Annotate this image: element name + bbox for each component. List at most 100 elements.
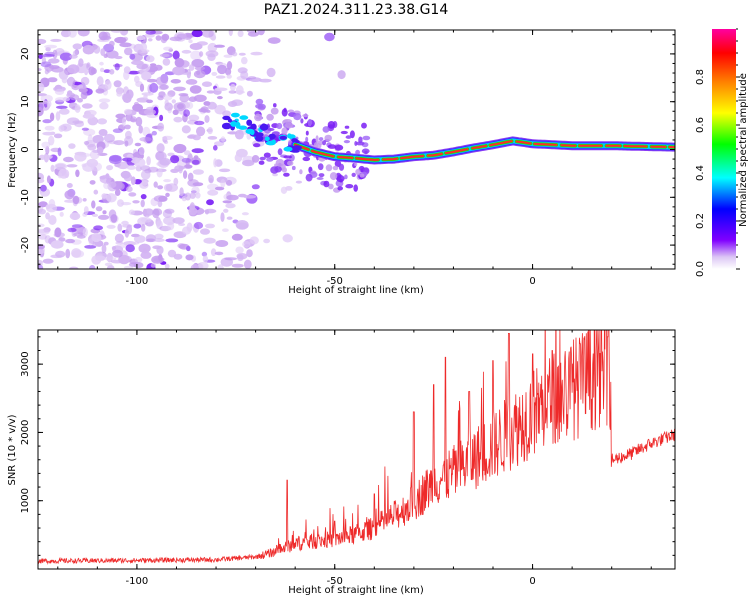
spectrogram-noise-blob xyxy=(186,245,191,252)
spectrogram-noise-blob xyxy=(98,129,108,136)
spectrogram-ridge-blob xyxy=(238,125,248,130)
spectrogram-transition-blob xyxy=(293,113,302,121)
spectrogram-transition-blob xyxy=(281,127,288,135)
spectrogram-noise-blob xyxy=(138,125,143,134)
spectrogram-noise-blob xyxy=(91,200,96,209)
spectrogram-noise-blob xyxy=(215,240,229,247)
spectrogram-noise-blob xyxy=(104,80,112,90)
spectrogram-noise-blob xyxy=(93,45,101,54)
spectrogram-noise-blob xyxy=(54,227,62,238)
spectrogram-noise-blob xyxy=(65,238,75,244)
spectrogram-noise-blob xyxy=(185,79,198,85)
spectrogram-noise-blob xyxy=(90,67,97,75)
spectrogram-transition-blob xyxy=(332,165,339,171)
x-tick-label: 0 xyxy=(529,276,535,287)
spectrogram-noise-blob xyxy=(82,198,87,202)
spectrogram-noise-blob xyxy=(246,249,253,258)
spectrogram-noise-blob xyxy=(124,47,133,56)
spectrogram-noise-blob xyxy=(104,257,117,261)
spectrogram-noise-blob xyxy=(128,262,139,267)
spectrogram-noise-blob xyxy=(113,80,122,88)
spectrogram-noise-blob xyxy=(69,94,80,101)
spectrogram-transition-blob xyxy=(281,167,287,173)
spectrogram-noise-blob xyxy=(204,208,217,214)
spectrogram-noise-blob xyxy=(193,221,204,230)
x-tick-label: -50 xyxy=(327,576,343,587)
spectrogram-ridge-blob xyxy=(239,115,249,120)
spectrogram-noise-blob xyxy=(194,66,206,71)
spectrogram-noise-blob xyxy=(48,65,60,70)
spectrogram-noise-blob xyxy=(114,63,120,71)
spectrogram-transition-blob xyxy=(323,180,330,188)
colorbar: 0.0 0.2 0.4 0.6 0.8 Normalized spectral ampl… xyxy=(695,28,749,277)
spectrogram-noise-blob xyxy=(149,82,159,93)
spectrogram-noise-blob xyxy=(176,33,188,40)
spectrogram-noise-blob xyxy=(186,222,193,232)
spectrogram-noise-blob xyxy=(235,220,249,230)
spectrogram-noise-blob xyxy=(133,223,142,229)
spectrogram-transition-blob xyxy=(317,163,324,171)
spectrogram-transition-blob xyxy=(344,174,348,180)
spectrogram-noise-blob xyxy=(234,153,243,163)
spectrogram-transition-blob xyxy=(283,172,290,177)
spectrogram-noise-blob xyxy=(42,119,52,124)
y-tick-label: 1000 xyxy=(20,488,31,513)
spectrogram-noise-blob xyxy=(68,143,76,149)
spectrogram-ridge-blob xyxy=(292,145,302,151)
spectrogram-noise-blob xyxy=(99,61,104,66)
spectrogram-noise-blob xyxy=(96,253,103,258)
spectrogram-noise-blob xyxy=(123,173,133,182)
spectrogram-noise-blob xyxy=(87,143,97,151)
x-tick-label: -100 xyxy=(126,276,149,287)
spectrogram-noise-blob xyxy=(191,30,203,38)
spectrogram-noise-blob xyxy=(106,224,116,229)
spectrogram-transition-blob xyxy=(353,184,359,192)
spectrogram-noise-blob xyxy=(98,98,111,103)
spectrogram-noise-blob xyxy=(337,70,346,80)
spectrogram-ridge-blob xyxy=(291,149,300,153)
spectrogram-transition-blob xyxy=(275,158,285,167)
spectrogram-transition-blob xyxy=(355,141,365,146)
spectrogram-noise-blob xyxy=(246,30,257,34)
spectrogram-noise-blob xyxy=(172,50,180,60)
spectrogram-noise-blob xyxy=(114,36,127,44)
spectrogram-noise-blob xyxy=(100,48,106,56)
spectrogram-noise-blob xyxy=(123,108,133,115)
spectrogram-noise-blob xyxy=(87,134,93,145)
spectrogram-noise-blob xyxy=(114,233,124,243)
spectrogram-noise-blob xyxy=(145,30,156,35)
spectrogram-transition-blob xyxy=(258,160,265,165)
spectrogram-noise-blob xyxy=(81,103,93,109)
spectrogram-transition-blob xyxy=(329,172,338,181)
spectrogram-noise-blob xyxy=(143,109,156,116)
spectrogram-noise-blob xyxy=(214,44,225,48)
colorbar-ticks: 0.0 0.2 0.4 0.6 0.8 xyxy=(695,28,740,277)
spectrogram-noise-blob xyxy=(76,235,86,239)
spectrogram-noise-blob xyxy=(207,127,213,135)
spectrogram-x-axis-label: Height of straight line (km) xyxy=(288,285,424,296)
spectrogram-noise-blob xyxy=(228,90,237,94)
spectrogram-noise-blob xyxy=(243,259,252,269)
spectrogram-noise-blob xyxy=(211,71,218,76)
spectrogram-noise-blob xyxy=(226,194,239,201)
y-tick-label: 3000 xyxy=(20,351,31,376)
spectrogram-noise-blob xyxy=(159,84,169,90)
spectrogram-transition-blob xyxy=(344,125,350,129)
spectrogram-transition-blob xyxy=(325,164,333,172)
spectrogram-transition-blob xyxy=(354,141,358,146)
spectrogram-noise-blob xyxy=(282,234,293,243)
spectrogram-noise-blob xyxy=(173,253,183,260)
spectrogram-noise-blob xyxy=(38,229,50,235)
spectrogram-noise-blob xyxy=(176,103,184,110)
spectrogram-noise-blob xyxy=(110,214,118,223)
spectrogram-noise-blob xyxy=(82,44,95,55)
spectrogram-noise-blob xyxy=(150,263,156,268)
spectrogram-noise-blob xyxy=(122,157,133,162)
spectrogram-noise-blob xyxy=(116,91,123,97)
spectrogram-noise-blob xyxy=(146,156,151,166)
colorbar-tick-label: 0.0 xyxy=(695,261,706,277)
spectrogram-noise-blob xyxy=(188,114,200,122)
spectrogram-ridge-blob xyxy=(268,133,276,140)
spectrogram-noise-blob xyxy=(141,224,146,232)
spectrogram-noise-blob xyxy=(69,212,81,220)
